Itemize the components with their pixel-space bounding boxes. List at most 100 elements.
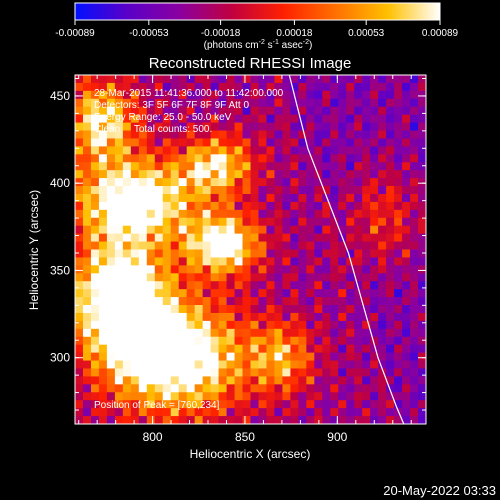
heatmap-cell — [242, 416, 252, 424]
heatmap-cell — [322, 225, 331, 235]
heatmap-cell — [306, 178, 315, 187]
heatmap-cell — [146, 297, 156, 306]
heatmap-cell — [154, 122, 164, 132]
heatmap-cell — [250, 336, 260, 346]
heatmap-cell — [338, 193, 347, 203]
heatmap-cell — [98, 146, 108, 155]
heatmap-cell — [250, 281, 260, 290]
heatmap-cell — [130, 265, 140, 274]
heatmap-cell — [82, 154, 92, 163]
heatmap-cell — [226, 130, 236, 140]
heatmap-cell — [298, 114, 307, 124]
heatmap-cell — [386, 257, 395, 266]
heatmap-cell — [162, 249, 172, 259]
heatmap-cell — [282, 257, 291, 266]
heatmap-cell — [370, 360, 379, 370]
heatmap-cell — [202, 400, 212, 409]
heatmap-cell — [154, 273, 164, 282]
heatmap-cell — [290, 249, 299, 259]
heatmap-cell — [338, 75, 347, 84]
heatmap-cell — [178, 154, 188, 163]
heatmap-cell — [234, 75, 244, 84]
heatmap-cell — [242, 408, 252, 417]
heatmap-cell — [346, 408, 355, 417]
heatmap-cell — [154, 297, 164, 306]
heatmap-cell — [82, 281, 92, 290]
heatmap-cell — [202, 368, 212, 378]
heatmap-cell — [170, 305, 180, 314]
heatmap-cell — [114, 162, 124, 171]
heatmap-cell — [314, 209, 323, 219]
heatmap-cell — [122, 257, 132, 266]
heatmap-cell — [146, 82, 156, 92]
heatmap-cell — [218, 281, 228, 290]
heatmap-image — [75, 75, 426, 424]
heatmap-cell — [410, 289, 419, 298]
heatmap-cell — [218, 305, 228, 314]
heatmap-cell — [322, 75, 331, 84]
heatmap-cell — [402, 186, 411, 195]
heatmap-cell — [186, 400, 196, 409]
heatmap-cell — [370, 241, 379, 251]
heatmap-cell — [314, 257, 323, 266]
heatmap-cell — [402, 416, 411, 424]
heatmap-cell — [290, 193, 299, 203]
heatmap-cell — [258, 162, 268, 171]
heatmap-cell — [82, 336, 92, 346]
heatmap-cell — [394, 193, 403, 203]
heatmap-cell — [370, 186, 379, 195]
heatmap-cell — [250, 400, 260, 409]
heatmap-cell — [402, 98, 411, 108]
heatmap-cell — [210, 289, 220, 298]
heatmap-cell — [138, 233, 148, 243]
heatmap-cell — [202, 241, 212, 251]
heatmap-cell — [298, 384, 307, 393]
heatmap-cell — [290, 289, 299, 298]
heatmap-cell — [354, 138, 363, 147]
heatmap-cell — [410, 170, 419, 179]
heatmap-cell — [75, 344, 84, 354]
heatmap-cell — [138, 122, 148, 132]
heatmap-cell — [98, 400, 108, 409]
heatmap-cell — [346, 82, 355, 92]
heatmap-cell — [330, 122, 339, 132]
heatmap-cell — [234, 368, 244, 378]
y-tick-label: 300 — [50, 351, 70, 365]
plot-frame — [74, 74, 427, 425]
heatmap-cell — [170, 257, 180, 266]
heatmap-cell — [138, 376, 148, 385]
heatmap-cell — [218, 146, 228, 155]
heatmap-cell — [298, 233, 307, 243]
heatmap-cell — [402, 344, 411, 354]
heatmap-cell — [402, 170, 411, 179]
heatmap-cell — [82, 193, 92, 203]
heatmap-cell — [410, 336, 419, 346]
heatmap-cell — [98, 90, 108, 100]
heatmap-cell — [346, 193, 355, 203]
heatmap-cell — [250, 186, 260, 195]
heatmap-cell — [154, 170, 164, 179]
heatmap-cell — [386, 209, 395, 219]
heatmap-cell — [370, 257, 379, 266]
heatmap-cell — [250, 344, 260, 354]
heatmap-cell — [130, 162, 140, 171]
heatmap-cell — [418, 297, 426, 306]
heatmap-cell — [170, 114, 180, 124]
heatmap-cell — [394, 154, 403, 163]
heatmap-cell — [370, 209, 379, 219]
heatmap-cell — [250, 368, 260, 378]
heatmap-cell — [90, 257, 100, 266]
heatmap-cell — [106, 82, 116, 92]
heatmap-cell — [402, 114, 411, 124]
heatmap-cell — [75, 193, 84, 203]
heatmap-cell — [234, 209, 244, 219]
heatmap-cell — [90, 201, 100, 211]
heatmap-cell — [82, 146, 92, 155]
heatmap-cell — [178, 130, 188, 140]
heatmap-cell — [138, 289, 148, 298]
heatmap-cell — [258, 170, 268, 179]
heatmap-cell — [298, 170, 307, 179]
heatmap-cell — [258, 249, 268, 259]
heatmap-cell — [106, 106, 116, 116]
heatmap-cell — [218, 320, 228, 330]
